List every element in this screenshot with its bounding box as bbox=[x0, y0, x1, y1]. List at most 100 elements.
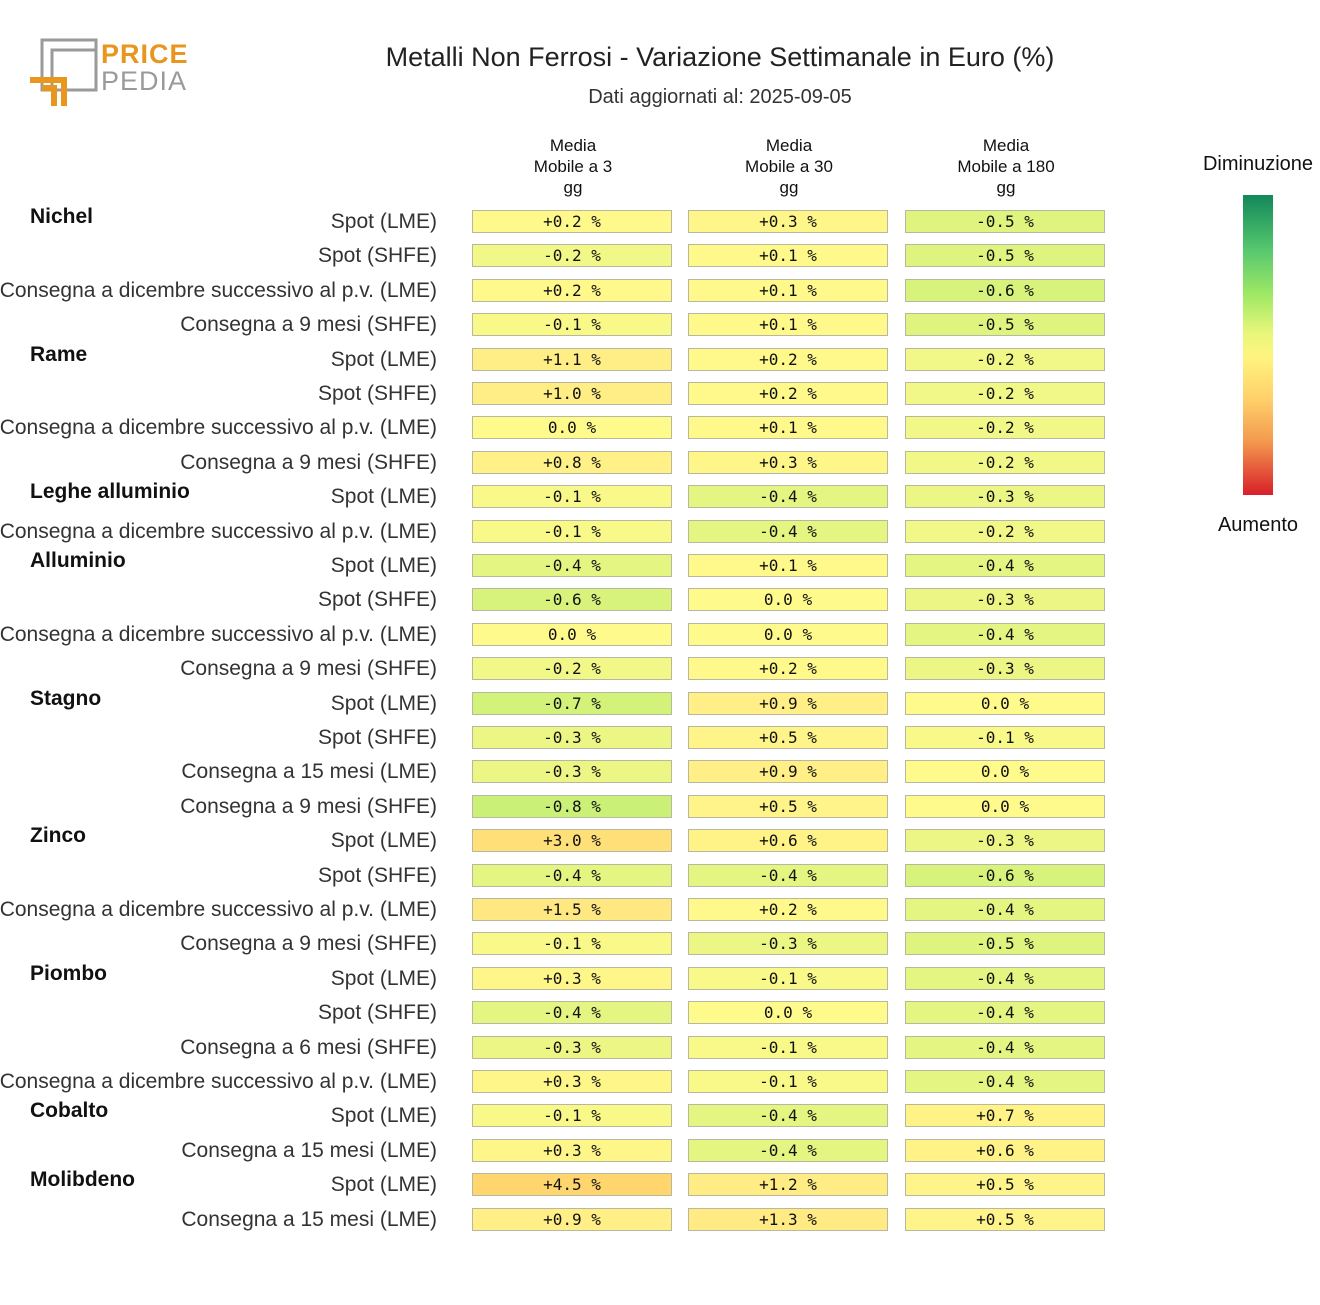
heatmap-cell: -0.3 % bbox=[905, 485, 1105, 509]
heatmap-cell: 0.0 % bbox=[688, 588, 888, 612]
row-label: Consegna a dicembre successivo al p.v. (… bbox=[0, 416, 437, 440]
column-header-line: Media bbox=[549, 136, 597, 155]
heatmap-cell: -0.1 % bbox=[472, 932, 672, 956]
heatmap-cell: 0.0 % bbox=[905, 691, 1105, 715]
heatmap-cell: -0.1 % bbox=[905, 726, 1105, 749]
row-label: Consegna a 15 mesi (LME) bbox=[181, 1207, 437, 1231]
heatmap-cell: -0.3 % bbox=[905, 829, 1105, 853]
row-label: Spot (LME) bbox=[330, 210, 437, 233]
heatmap-cell: +0.5 % bbox=[905, 1173, 1105, 1197]
heatmap-cell: -0.6 % bbox=[905, 863, 1105, 887]
heatmap-cell: +0.6 % bbox=[688, 829, 888, 853]
column-header: Media Mobile a 30 gg bbox=[688, 135, 890, 198]
row-label: Consegna a dicembre successivo al p.v. (… bbox=[0, 519, 437, 543]
heatmap-cell: -0.4 % bbox=[688, 1104, 888, 1128]
heatmap-cell: 0.0 % bbox=[905, 760, 1105, 784]
heatmap-cell: -0.5 % bbox=[905, 932, 1105, 956]
heatmap-cell: +0.2 % bbox=[472, 278, 672, 302]
row-label: Consegna a 9 mesi (SHFE) bbox=[180, 932, 437, 956]
heatmap-cell: -0.2 % bbox=[905, 382, 1105, 405]
heatmap-cell: -0.1 % bbox=[472, 1104, 672, 1128]
heatmap-cell: -0.1 % bbox=[472, 519, 672, 543]
row-label: Spot (LME) bbox=[330, 347, 437, 371]
row-label: Spot (LME) bbox=[330, 966, 437, 990]
heatmap-cell: +0.3 % bbox=[472, 1070, 672, 1093]
heatmap-cell: +0.3 % bbox=[472, 1138, 672, 1162]
heatmap-cell: +1.2 % bbox=[688, 1173, 888, 1197]
heatmap-cell: +0.2 % bbox=[688, 898, 888, 921]
heatmap-cell: -0.3 % bbox=[472, 1035, 672, 1059]
heatmap-cell: -0.4 % bbox=[905, 1001, 1105, 1025]
logo-word-price: PRICE bbox=[101, 39, 189, 69]
heatmap-cell: +0.3 % bbox=[688, 450, 888, 474]
heatmap-cell: +0.3 % bbox=[472, 966, 672, 990]
metal-group-label: Zinco bbox=[30, 824, 86, 848]
heatmap-cell: +0.5 % bbox=[688, 794, 888, 818]
row-label: Consegna a 9 mesi (SHFE) bbox=[180, 450, 437, 474]
column-header-line: Mobile a 30 bbox=[745, 157, 833, 176]
row-label: Consegna a 9 mesi (SHFE) bbox=[180, 313, 437, 337]
heatmap-cell: -0.4 % bbox=[688, 863, 888, 887]
column-header-line: Mobile a 180 bbox=[957, 157, 1055, 176]
row-label: Consegna a dicembre successivo al p.v. (… bbox=[0, 278, 437, 302]
heatmap-cell: -0.8 % bbox=[472, 794, 672, 818]
legend-top-label: Diminuzione bbox=[1202, 153, 1314, 175]
heatmap-cell: -0.2 % bbox=[905, 347, 1105, 371]
row-label: Spot (SHFE) bbox=[317, 863, 437, 887]
metal-group-label: Alluminio bbox=[30, 549, 126, 572]
row-label: Spot (SHFE) bbox=[317, 726, 437, 749]
column-header-line: Media bbox=[765, 136, 813, 155]
column-header: Media Mobile a 180 gg bbox=[905, 135, 1107, 198]
heatmap-cell: -0.6 % bbox=[905, 278, 1105, 302]
heatmap-cell: +0.9 % bbox=[472, 1207, 672, 1231]
row-label: Spot (LME) bbox=[330, 829, 437, 853]
heatmap-cell: -0.4 % bbox=[688, 485, 888, 509]
heatmap-cell: -0.3 % bbox=[472, 760, 672, 784]
heatmap-cell: +1.0 % bbox=[472, 382, 672, 405]
heatmap-cell: +1.1 % bbox=[472, 347, 672, 371]
logo-mark-icon bbox=[30, 38, 98, 106]
heatmap-cell: +0.9 % bbox=[688, 691, 888, 715]
heatmap-cell: +0.3 % bbox=[688, 210, 888, 233]
heatmap-cell: -0.4 % bbox=[472, 863, 672, 887]
logo-word-pedia: PEDIA bbox=[101, 66, 188, 96]
heatmap-cell: -0.4 % bbox=[472, 1001, 672, 1025]
heatmap-cell: -0.2 % bbox=[472, 244, 672, 268]
heatmap-cell: -0.4 % bbox=[905, 622, 1105, 646]
row-label: Spot (LME) bbox=[330, 1104, 437, 1128]
heatmap-cell: -0.2 % bbox=[905, 450, 1105, 474]
metal-group-label: Rame bbox=[30, 342, 88, 366]
heatmap-cell: +1.3 % bbox=[688, 1207, 888, 1231]
heatmap-cell: +0.8 % bbox=[472, 450, 672, 474]
legend-bottom-label: Aumento bbox=[1217, 514, 1299, 536]
row-label: Spot (SHFE) bbox=[317, 588, 437, 612]
heatmap-cell: +0.5 % bbox=[905, 1207, 1105, 1231]
heatmap-cell: -0.5 % bbox=[905, 210, 1105, 233]
heatmap-cell: +0.1 % bbox=[688, 416, 888, 440]
heatmap-cell: -0.3 % bbox=[688, 932, 888, 956]
pricepedia-logo: PRICE PEDIA bbox=[28, 36, 188, 112]
metal-group-label: Molibdeno bbox=[30, 1168, 135, 1192]
row-label: Consegna a 6 mesi (SHFE) bbox=[180, 1035, 437, 1059]
row-label: Spot (LME) bbox=[330, 554, 437, 577]
heatmap-cell: +0.2 % bbox=[688, 347, 888, 371]
heatmap-cell: -0.4 % bbox=[472, 554, 672, 577]
heatmap-cell: 0.0 % bbox=[905, 794, 1105, 818]
heatmap-cell: -0.2 % bbox=[472, 657, 672, 681]
heatmap-cell: +0.2 % bbox=[688, 657, 888, 681]
row-label: Spot (SHFE) bbox=[317, 382, 437, 405]
heatmap-cell: +4.5 % bbox=[472, 1173, 672, 1197]
heatmap-cell: -0.5 % bbox=[905, 313, 1105, 337]
heatmap-cell: +0.2 % bbox=[472, 210, 672, 233]
row-label: Spot (LME) bbox=[330, 1173, 437, 1197]
heatmap-cell: +0.9 % bbox=[688, 760, 888, 784]
heatmap-cell: +0.2 % bbox=[688, 382, 888, 405]
heatmap-cell: -0.4 % bbox=[688, 1138, 888, 1162]
heatmap-cell: -0.4 % bbox=[905, 966, 1105, 990]
column-header-line: Mobile a 3 bbox=[533, 157, 613, 176]
heatmap-cell: +0.1 % bbox=[688, 278, 888, 302]
chart-title: Metalli Non Ferrosi - Variazione Settima… bbox=[385, 42, 1055, 72]
heatmap-cell: -0.1 % bbox=[688, 966, 888, 990]
column-header-line: gg bbox=[779, 178, 799, 197]
heatmap-cell: -0.2 % bbox=[905, 416, 1105, 440]
